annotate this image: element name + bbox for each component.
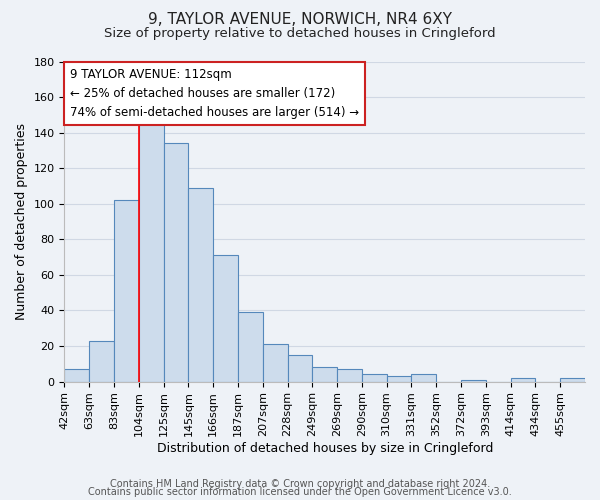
Bar xyxy=(263,344,287,382)
Bar xyxy=(164,144,188,382)
Text: Contains HM Land Registry data © Crown copyright and database right 2024.: Contains HM Land Registry data © Crown c… xyxy=(110,479,490,489)
Bar xyxy=(560,378,585,382)
Bar xyxy=(386,376,412,382)
Bar xyxy=(362,374,386,382)
Bar xyxy=(238,312,263,382)
Bar xyxy=(313,368,337,382)
Bar xyxy=(139,122,164,382)
Text: 9 TAYLOR AVENUE: 112sqm
← 25% of detached houses are smaller (172)
74% of semi-d: 9 TAYLOR AVENUE: 112sqm ← 25% of detache… xyxy=(70,68,359,119)
Bar xyxy=(188,188,213,382)
X-axis label: Distribution of detached houses by size in Cringleford: Distribution of detached houses by size … xyxy=(157,442,493,455)
Text: Contains public sector information licensed under the Open Government Licence v3: Contains public sector information licen… xyxy=(88,487,512,497)
Bar xyxy=(511,378,535,382)
Bar xyxy=(89,340,114,382)
Bar xyxy=(114,200,139,382)
Bar xyxy=(461,380,486,382)
Text: Size of property relative to detached houses in Cringleford: Size of property relative to detached ho… xyxy=(104,28,496,40)
Bar xyxy=(337,369,362,382)
Bar xyxy=(213,256,238,382)
Y-axis label: Number of detached properties: Number of detached properties xyxy=(15,123,28,320)
Bar xyxy=(287,355,313,382)
Bar xyxy=(412,374,436,382)
Text: 9, TAYLOR AVENUE, NORWICH, NR4 6XY: 9, TAYLOR AVENUE, NORWICH, NR4 6XY xyxy=(148,12,452,28)
Bar xyxy=(64,369,89,382)
